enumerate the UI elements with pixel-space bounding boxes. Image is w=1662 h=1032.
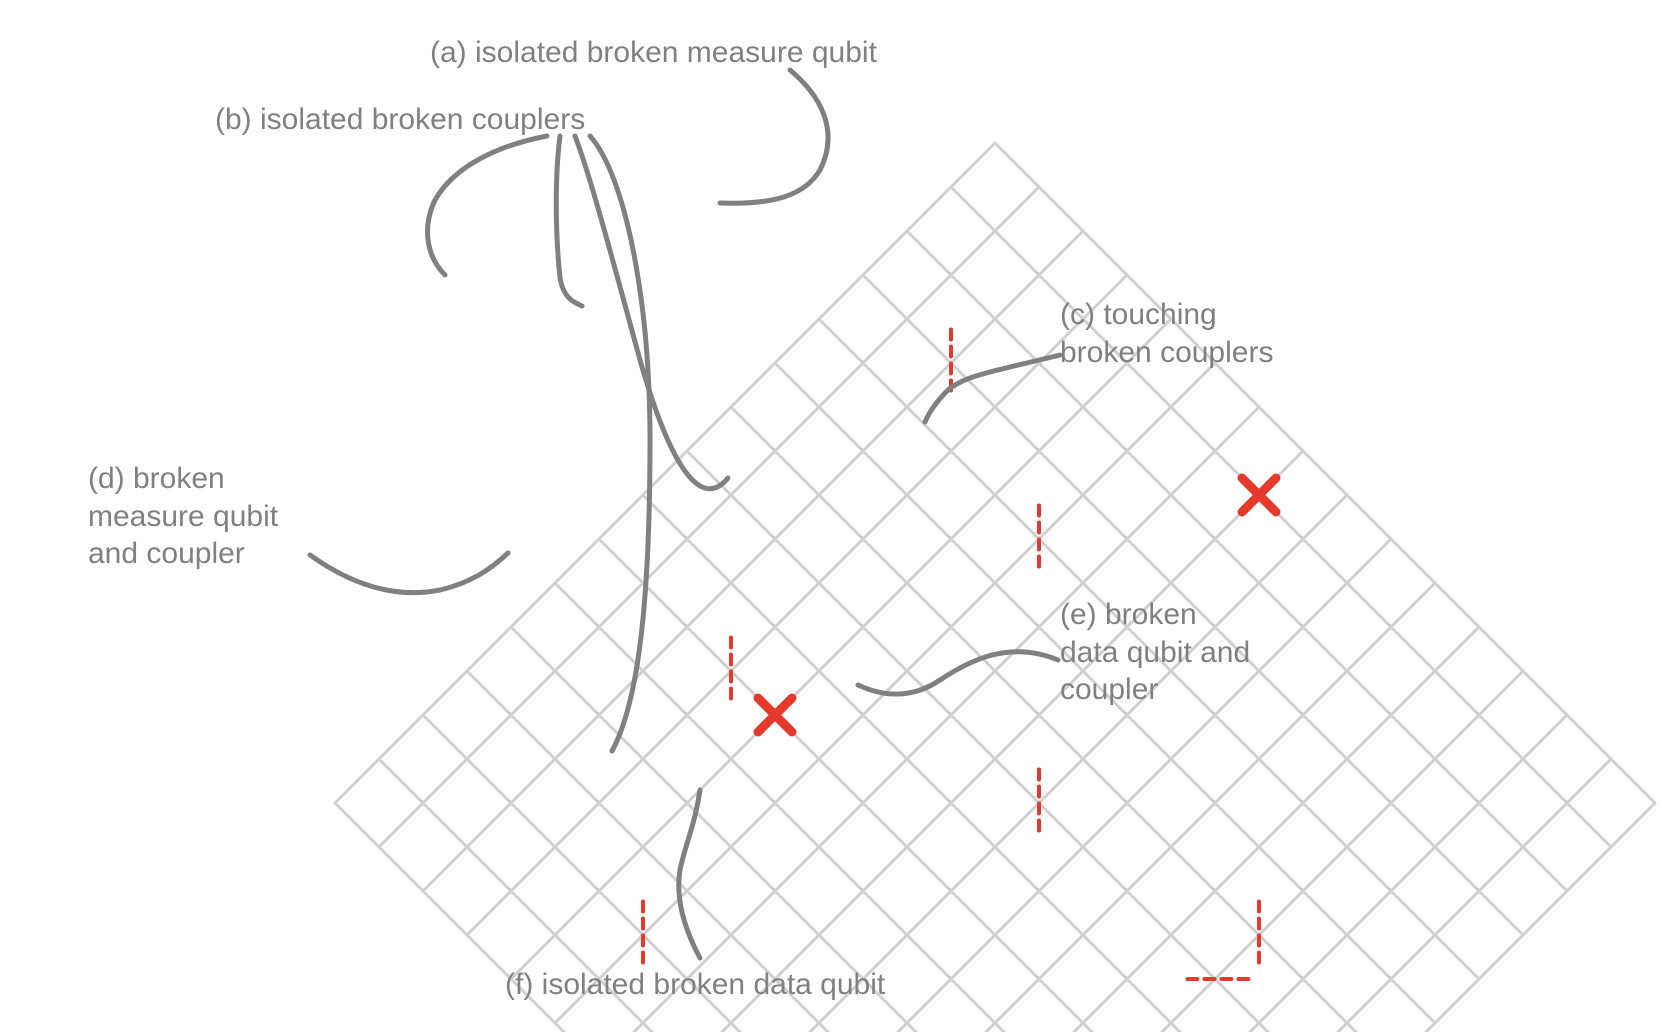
grid-line — [335, 143, 995, 803]
label-d: (d) broken measure qubit and coupler — [88, 460, 278, 573]
leader-lines-layer — [310, 70, 1060, 958]
label-b: (b) isolated broken couplers — [215, 101, 585, 139]
grid-line — [951, 187, 1611, 847]
grid-layer — [335, 143, 1655, 1032]
leader-line — [428, 136, 547, 275]
label-a: (a) isolated broken measure qubit — [430, 34, 877, 72]
label-e: (e) broken data qubit and coupler — [1060, 596, 1250, 709]
grid-line — [643, 495, 1303, 1032]
grid-line — [379, 187, 1039, 847]
grid-line — [731, 407, 1391, 1032]
leader-line — [720, 70, 828, 203]
label-f: (f) isolated broken data qubit — [505, 966, 885, 1004]
label-c: (c) touching broken couplers — [1060, 296, 1273, 371]
grid-line — [423, 231, 1083, 891]
leader-line — [858, 652, 1058, 694]
leader-line — [679, 790, 700, 958]
grid-line — [687, 495, 1347, 1032]
diagram-stage: (a) isolated broken measure qubit (b) is… — [0, 0, 1662, 1032]
broken-qubit-x-icon — [1242, 478, 1276, 512]
grid-line — [907, 715, 1567, 1032]
grid-line — [599, 407, 1259, 1032]
grid-line — [467, 275, 1127, 935]
leader-line — [556, 136, 582, 306]
leader-line — [590, 136, 650, 751]
leader-line — [310, 553, 508, 593]
broken-qubit-x-icon — [758, 698, 792, 732]
